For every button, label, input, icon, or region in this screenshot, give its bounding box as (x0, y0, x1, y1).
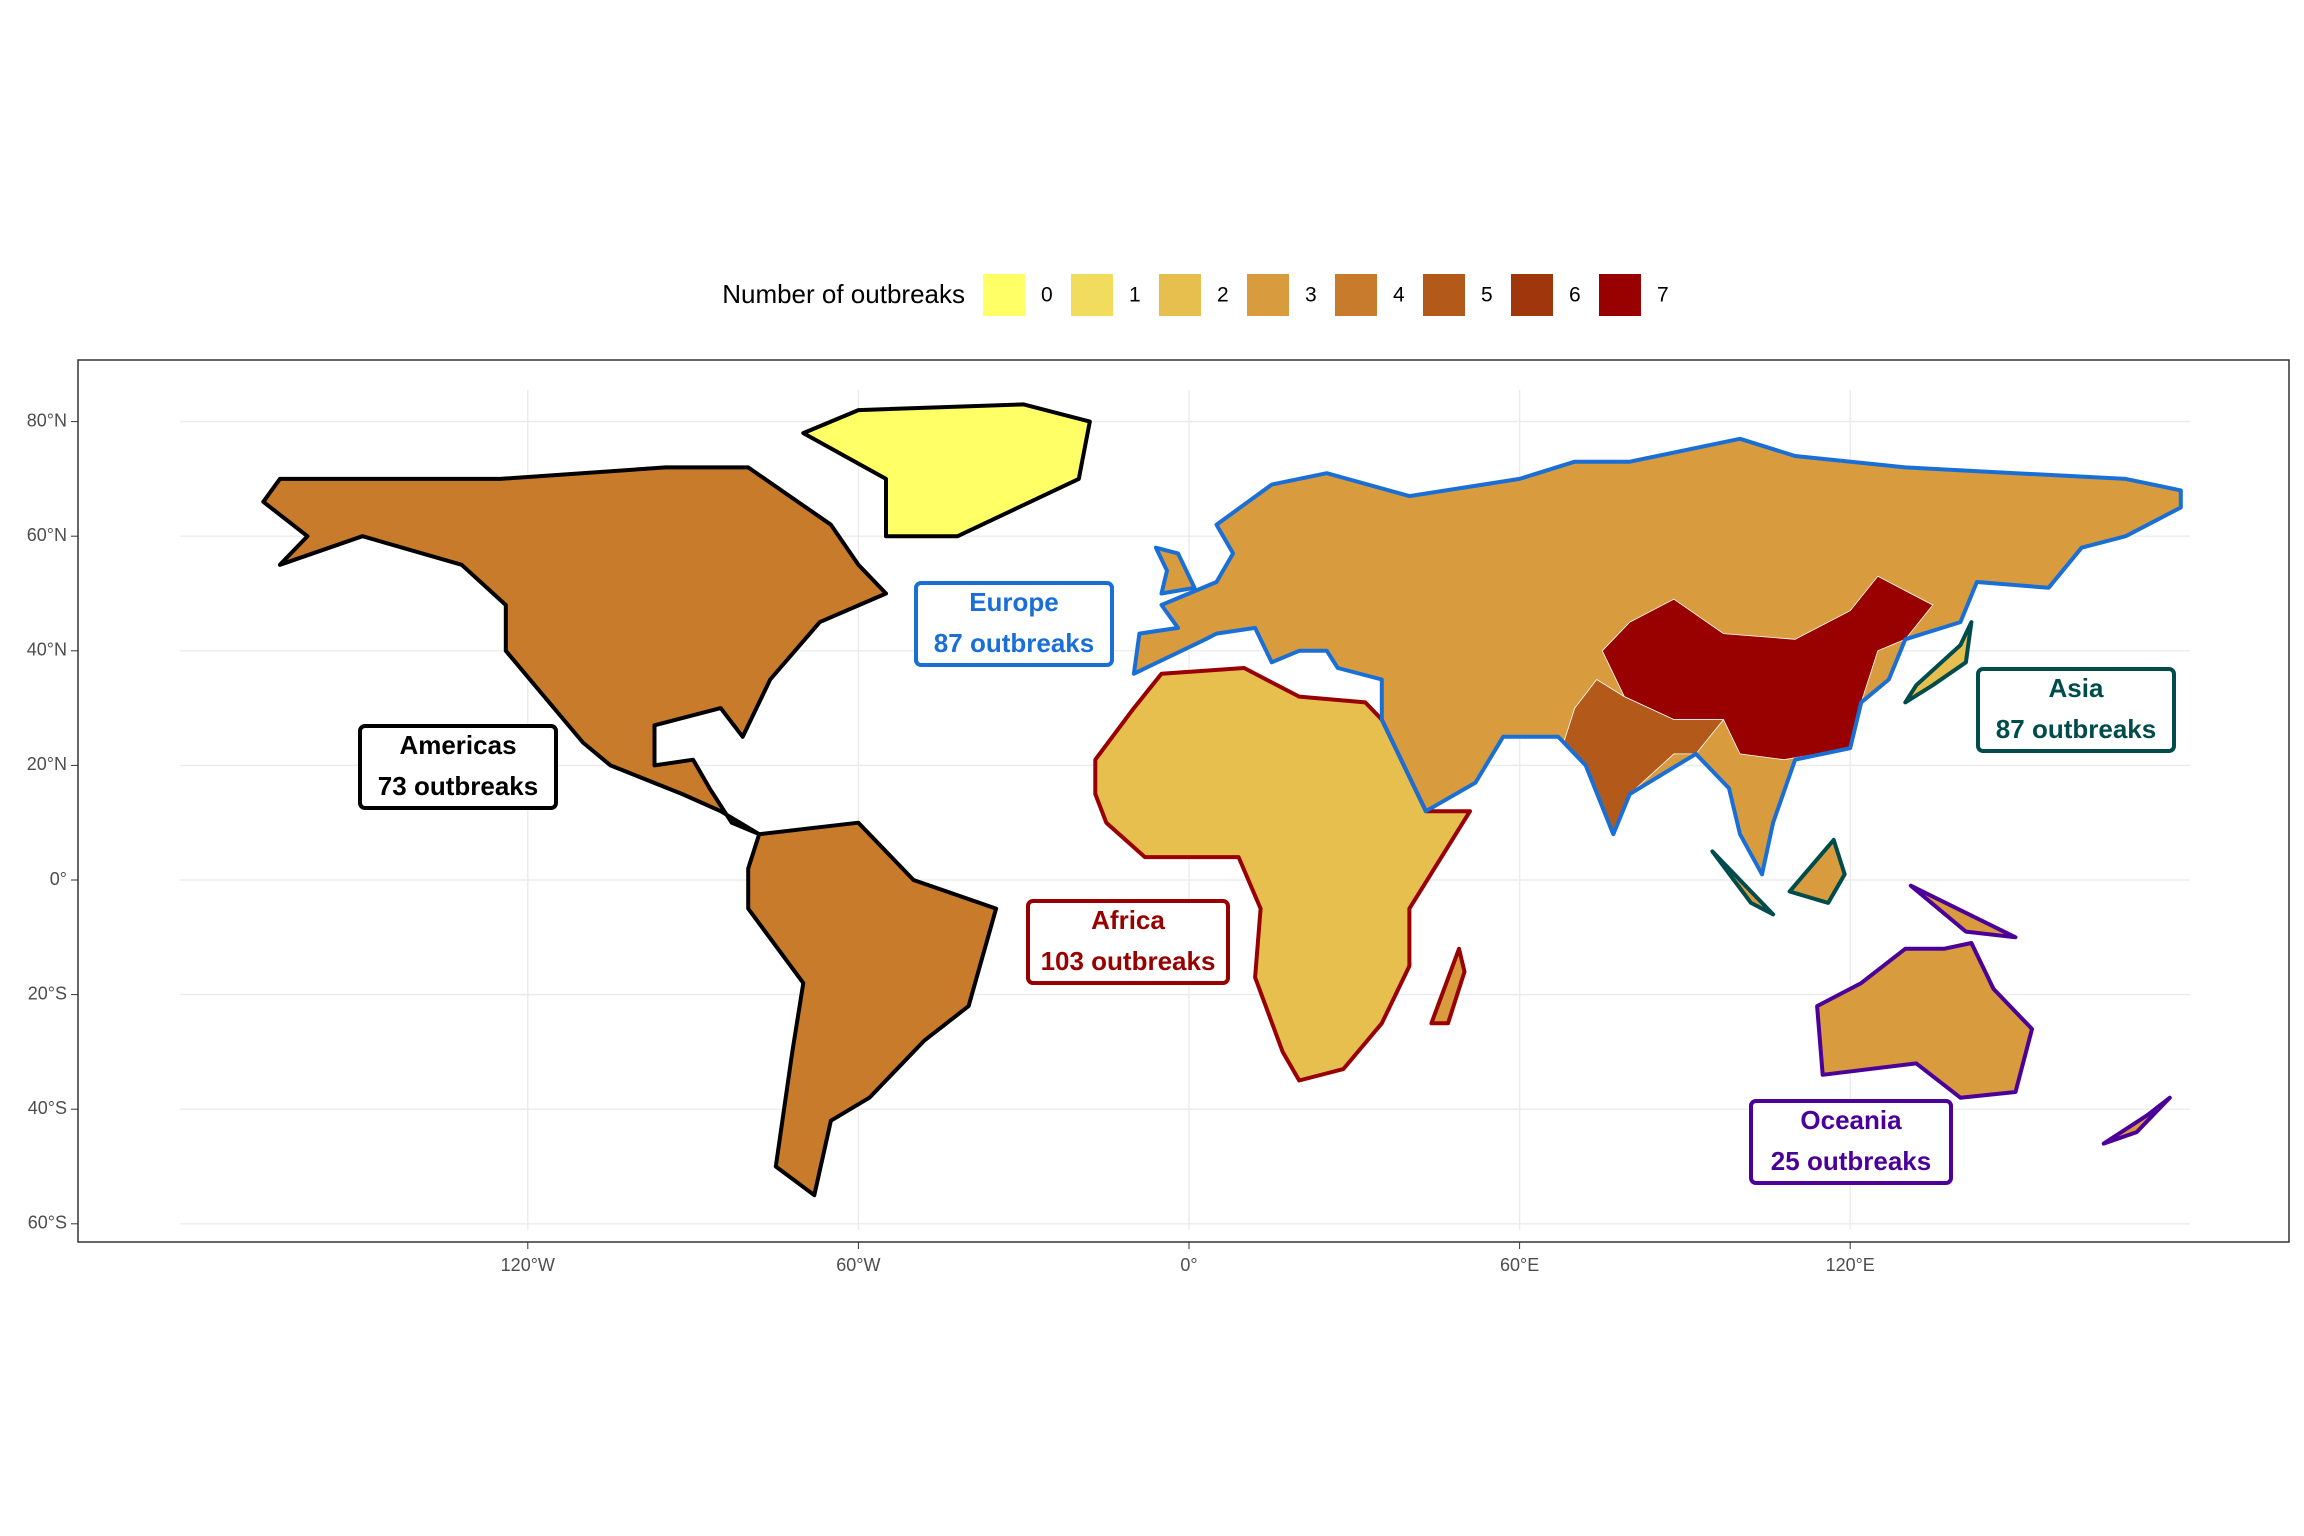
legend-key (1599, 274, 1641, 316)
region-count: 87 outbreaks (1996, 714, 2156, 744)
region-name: Americas (399, 730, 516, 760)
region-outline (1908, 883, 2018, 940)
region-outline (261, 465, 888, 837)
region-outline (2101, 1095, 2172, 1146)
region-label-box (358, 724, 558, 810)
x-tick-label: 120°W (501, 1255, 555, 1275)
legend-key (1247, 274, 1289, 316)
legend-key (1159, 274, 1201, 316)
legend-label: 7 (1657, 284, 1669, 307)
region-name: Africa (1091, 905, 1165, 935)
region-outline (1153, 545, 1197, 596)
y-tick-label: 60°S (28, 1213, 67, 1233)
x-tick-label: 60°E (1500, 1255, 1539, 1275)
region-count: 25 outbreaks (1771, 1146, 1931, 1176)
legend-label: 6 (1569, 284, 1581, 307)
y-tick-label: 40°S (28, 1098, 67, 1118)
region-name: Europe (969, 587, 1059, 617)
legend-label: 2 (1217, 284, 1229, 307)
legend-label: 4 (1393, 284, 1405, 307)
region-label-box (1026, 899, 1230, 985)
legend-key (983, 274, 1025, 316)
region-name: Oceania (1800, 1105, 1902, 1135)
region-outline (1131, 436, 2183, 877)
legend-key (1335, 274, 1377, 316)
region-count: 87 outbreaks (934, 628, 1094, 658)
region-outline (1903, 620, 1974, 705)
region-outline (1093, 666, 1472, 1083)
legend-label: 3 (1305, 284, 1317, 307)
legend-label: 1 (1129, 284, 1141, 307)
region-label-box (914, 581, 1114, 667)
region-outline (1429, 946, 1467, 1026)
region-outline (746, 820, 999, 1198)
legend-key (1423, 274, 1465, 316)
region-outline (1787, 837, 1847, 905)
x-tick-label: 0° (1180, 1255, 1197, 1275)
x-tick-label: 120°E (1826, 1255, 1875, 1275)
legend-label: 5 (1481, 284, 1493, 307)
y-tick-label: 60°N (27, 525, 67, 545)
region-outline (1815, 941, 2034, 1100)
legend-title: Number of outbreaks (722, 279, 965, 309)
y-tick-label: 40°N (27, 640, 67, 660)
y-tick-label: 80°N (27, 410, 67, 430)
region-name: Asia (2049, 673, 2104, 703)
y-tick-label: 0° (50, 869, 67, 889)
y-tick-label: 20°S (28, 983, 67, 1003)
legend-key (1511, 274, 1553, 316)
legend-label: 0 (1041, 284, 1053, 307)
x-tick-label: 60°W (836, 1255, 880, 1275)
region-label-box (1749, 1099, 1953, 1185)
region-outline (1710, 849, 1776, 917)
region-count: 103 outbreaks (1041, 946, 1216, 976)
y-tick-label: 20°N (27, 754, 67, 774)
region-count: 73 outbreaks (378, 771, 538, 801)
legend-key (1071, 274, 1113, 316)
region-label-box (1976, 667, 2176, 753)
region-outline (801, 402, 1092, 539)
